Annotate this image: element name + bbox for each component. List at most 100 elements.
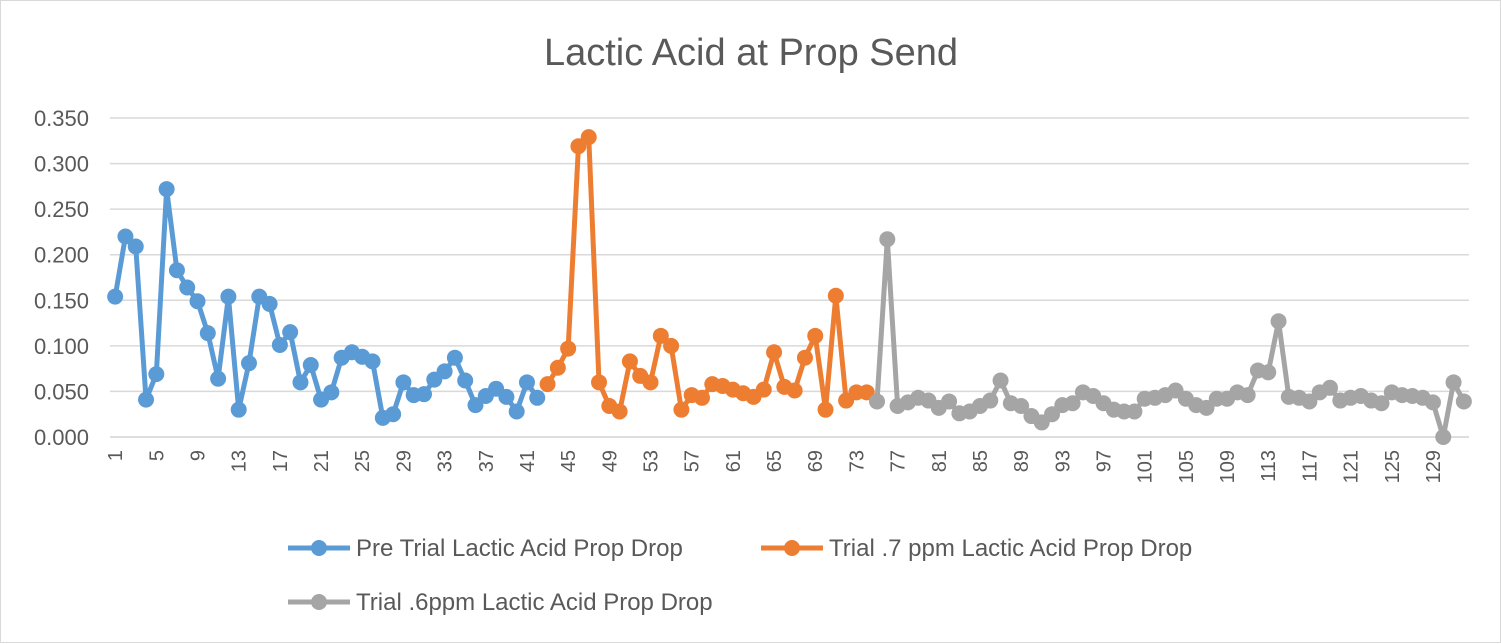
x-tick-label: 49 — [599, 450, 621, 472]
data-point — [518, 374, 535, 391]
series-2 — [539, 129, 875, 420]
data-point — [858, 384, 875, 401]
series-3 — [869, 231, 1472, 445]
data-point — [1270, 313, 1287, 330]
data-point — [1064, 395, 1081, 412]
y-tick-label: 0.350 — [34, 106, 89, 131]
data-point — [786, 382, 803, 399]
data-point — [117, 228, 134, 245]
data-point — [385, 406, 402, 423]
data-point — [1424, 394, 1441, 411]
data-point — [271, 336, 288, 353]
y-tick-label: 0.100 — [34, 334, 89, 359]
x-tick-label: 57 — [682, 450, 704, 472]
data-point — [127, 238, 144, 255]
data-point — [323, 384, 340, 401]
y-tick-label: 0.150 — [34, 288, 89, 313]
legend-label: Trial .6ppm Lactic Acid Prop Drop — [356, 589, 713, 616]
data-point — [189, 293, 206, 310]
data-point — [261, 295, 278, 312]
data-point — [158, 181, 175, 198]
data-point — [1044, 406, 1061, 423]
x-tick-label: 65 — [764, 450, 786, 472]
data-point — [560, 340, 577, 357]
legend-label: Trial .7 ppm Lactic Acid Prop Drop — [829, 535, 1192, 562]
y-tick-label: 0.300 — [34, 152, 89, 177]
x-tick-label: 25 — [352, 450, 374, 472]
data-point — [879, 231, 896, 248]
data-point — [941, 393, 958, 410]
data-point — [107, 288, 124, 305]
x-tick-label: 105 — [1176, 450, 1198, 483]
data-point — [766, 344, 783, 361]
x-tick-label: 85 — [970, 450, 992, 472]
x-tick-label: 41 — [517, 450, 539, 472]
y-axis-ticks: 0.000 0.050 0.100 0.150 0.200 0.250 0.300 0.350 — [34, 106, 89, 450]
y-tick-label: 0.000 — [34, 425, 89, 450]
x-tick-label: 113 — [1258, 450, 1280, 482]
legend-marker — [784, 540, 800, 556]
data-point — [755, 381, 772, 398]
x-tick-label: 77 — [888, 450, 910, 472]
data-point — [827, 287, 844, 304]
x-tick-label: 73 — [846, 450, 868, 472]
data-point — [1260, 364, 1277, 381]
data-point — [611, 403, 628, 420]
x-tick-label: 109 — [1217, 450, 1239, 483]
legend-item: Trial .6ppm Lactic Acid Prop Drop — [288, 589, 713, 616]
data-point — [570, 138, 587, 155]
x-tick-label: 13 — [229, 450, 251, 472]
data-point — [436, 363, 453, 380]
data-point — [1013, 398, 1030, 415]
x-tick-label: 5 — [146, 450, 168, 461]
data-point — [168, 262, 185, 279]
data-point — [693, 389, 710, 406]
data-point — [580, 129, 597, 146]
data-point — [1445, 374, 1462, 391]
legend-label: Pre Trial Lactic Acid Prop Drop — [356, 535, 683, 562]
data-point — [457, 372, 474, 389]
data-point — [240, 355, 257, 372]
data-point — [1239, 387, 1256, 404]
x-axis: 1 5 9 13 17 21 25 29 33 37 41 45 49 53 57 61 65 69 73 77 81 8… — [105, 436, 1469, 483]
data-point — [210, 370, 227, 387]
x-tick-label: 129 — [1423, 450, 1445, 483]
data-point — [1322, 379, 1339, 396]
chart-title: Lactic Acid at Prop Send — [544, 32, 958, 74]
x-tick-label: 29 — [393, 450, 415, 472]
x-tick-label: 121 — [1341, 450, 1363, 483]
data-point — [652, 327, 669, 344]
data-point — [179, 279, 196, 296]
data-point — [1126, 403, 1143, 420]
data-point — [663, 337, 680, 354]
data-point — [817, 401, 834, 418]
data-point — [621, 353, 638, 370]
x-tick-label: 17 — [270, 450, 292, 472]
y-tick-label: 0.050 — [34, 379, 89, 404]
x-tick-label: 101 — [1135, 450, 1157, 483]
legend-item: Trial .7 ppm Lactic Acid Prop Drop — [761, 535, 1192, 562]
x-tick-label: 69 — [805, 450, 827, 472]
data-point — [539, 376, 556, 393]
data-point — [498, 388, 515, 405]
data-point — [292, 374, 309, 391]
x-tick-label: 9 — [188, 450, 210, 461]
series-1 — [107, 181, 546, 426]
y-tick-label: 0.200 — [34, 243, 89, 268]
data-point — [869, 393, 886, 410]
x-tick-label: 45 — [558, 450, 580, 472]
x-tick-label: 81 — [929, 450, 951, 472]
data-point — [642, 374, 659, 391]
x-tick-label: 89 — [1011, 450, 1033, 472]
x-tick-label: 33 — [435, 450, 457, 472]
data-point — [508, 403, 525, 420]
legend-marker — [311, 540, 327, 556]
x-tick-label: 117 — [1299, 450, 1321, 482]
data-point — [302, 356, 319, 373]
data-point — [549, 359, 566, 376]
data-point — [148, 366, 165, 383]
data-point — [199, 325, 216, 342]
data-point — [364, 353, 381, 370]
data-point — [416, 386, 433, 403]
